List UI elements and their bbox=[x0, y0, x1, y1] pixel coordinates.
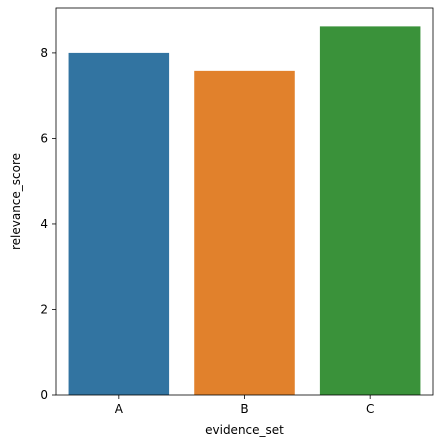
bar-c bbox=[319, 26, 421, 395]
y-tick-label: 4 bbox=[40, 217, 48, 231]
y-axis-label: relevance_score bbox=[9, 153, 23, 250]
y-tick-label: 0 bbox=[40, 388, 48, 402]
plot-frame bbox=[55, 7, 434, 396]
y-tick-label: 2 bbox=[40, 302, 48, 316]
bar-a bbox=[68, 52, 170, 396]
x-axis-ticks: A B C bbox=[115, 395, 374, 416]
x-tick-label: A bbox=[115, 402, 124, 416]
bar-b bbox=[194, 70, 295, 395]
bars-group bbox=[68, 26, 421, 396]
y-tick-label: 8 bbox=[40, 46, 48, 60]
x-axis-label: evidence_set bbox=[205, 423, 284, 437]
x-tick-label: B bbox=[240, 402, 248, 416]
y-axis-ticks: 0 2 4 6 8 bbox=[40, 46, 56, 402]
x-tick-label: C bbox=[366, 402, 374, 416]
y-tick-label: 6 bbox=[40, 131, 48, 145]
